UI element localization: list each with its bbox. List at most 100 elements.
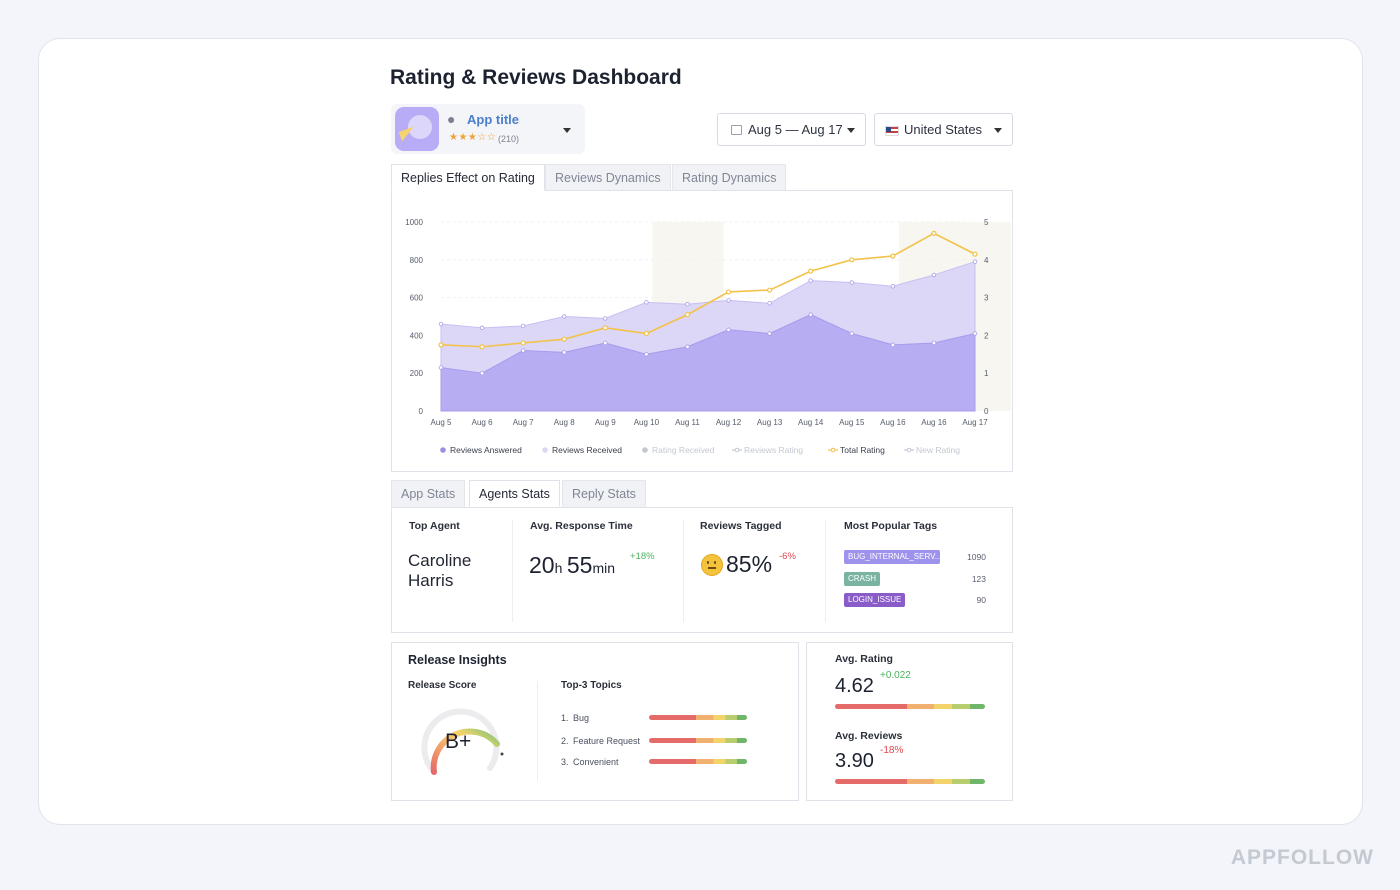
rating-point [972, 251, 978, 257]
y-right-tick-label: 5 [984, 218, 989, 227]
rating-point [849, 257, 855, 263]
legend-marker [542, 447, 548, 453]
neutral-face-icon [701, 554, 723, 576]
line-total-rating [440, 232, 976, 348]
apple-icon: ● [447, 111, 456, 127]
rating-point [520, 340, 526, 346]
data-point [808, 278, 813, 283]
avg-reviews-delta: -18% [880, 745, 904, 756]
data-point [849, 331, 854, 336]
data-point [808, 312, 813, 317]
y-left-tick-label: 800 [410, 256, 424, 265]
date-range-picker[interactable]: Aug 5 — Aug 17 [717, 113, 866, 146]
topic-index: 2. [561, 736, 569, 746]
rating-point [684, 312, 691, 318]
data-point [972, 331, 978, 336]
x-tick-label: Aug 7 [513, 418, 534, 427]
y-right-tick-label: 2 [984, 331, 989, 340]
data-point [890, 342, 896, 348]
legend-label: Reviews Rating [744, 445, 803, 455]
top-topics-label: Top-3 Topics [561, 680, 622, 691]
y-left-tick-label: 600 [410, 294, 424, 303]
reviews-tagged-label: Reviews Tagged [700, 520, 782, 532]
avg-rating-bar [835, 704, 985, 709]
legend-marker [830, 447, 836, 453]
rating-point [808, 268, 814, 274]
release-grade: B+ [445, 730, 472, 753]
release-insights-panel: Release Insights Release Score B+ Top-3 … [391, 642, 799, 801]
data-point [603, 340, 608, 346]
x-tick-label: Aug 15 [839, 418, 865, 427]
data-point [685, 302, 690, 307]
avg-reviews-bar [835, 779, 985, 784]
legend-marker [440, 447, 446, 453]
rating-point [767, 287, 773, 293]
data-point [931, 340, 937, 346]
country-select[interactable]: United States [874, 113, 1013, 146]
y-right-tick-label: 1 [984, 369, 989, 378]
app-title[interactable]: App title [467, 112, 519, 127]
x-tick-label: Aug 9 [595, 418, 616, 427]
appfollow-watermark: APPFOLLOW [1230, 846, 1374, 869]
data-point [726, 327, 731, 332]
ratings-panel: Avg. Rating 4.62 +0.022 Avg. Reviews 3.9… [806, 642, 1013, 801]
tab-reviews-dynamics[interactable]: Reviews Dynamics [545, 164, 671, 191]
y-left-tick-label: 0 [419, 407, 424, 416]
data-point [767, 301, 772, 306]
y-left-tick-label: 200 [410, 369, 424, 378]
data-point [849, 280, 854, 285]
avg-rating-value: 4.62 [835, 675, 874, 697]
tag-crash[interactable]: CRASH [844, 572, 880, 586]
response-time-label: Avg. Response Time [530, 520, 633, 532]
topic-sentiment-bar [649, 715, 747, 720]
calendar-icon [731, 125, 742, 135]
legend-label: Total Rating [840, 445, 885, 455]
tab-app-stats[interactable]: App Stats [391, 480, 466, 507]
response-time-delta: +18% [630, 551, 655, 562]
response-time-value: 20h 55min [529, 552, 615, 578]
tag-bug-internal[interactable]: BUG_INTERNAL_SERV... [844, 550, 941, 564]
release-score-gauge [421, 708, 504, 775]
y-right-tick-label: 0 [984, 407, 989, 416]
reviews-tagged-delta: -6% [779, 551, 796, 562]
x-tick-label: Aug 16 [880, 418, 906, 427]
chevron-down-icon[interactable] [563, 128, 571, 133]
chart-panel: 0 200 400 600 800 1000 0 1 2 3 4 5 Aug 5 Aug 6 Aug 7 Au… [391, 190, 1013, 472]
tab-replies-effect[interactable]: Replies Effect on Rating [391, 164, 545, 191]
topic-index: 3. [561, 757, 569, 767]
us-flag-icon [885, 126, 899, 136]
replies-effect-chart: 0 200 400 600 800 1000 0 1 2 3 4 5 Aug 5 Aug 6 Aug 7 Au… [405, 218, 1011, 455]
x-tick-label: Aug 12 [716, 418, 742, 427]
tag-login-issue[interactable]: LOGIN_ISSUE [844, 593, 905, 607]
chevron-down-icon [847, 128, 855, 133]
y-right-tick-label: 4 [984, 256, 989, 265]
rating-point [438, 342, 444, 348]
data-point [685, 344, 690, 349]
tab-agents-stats[interactable]: Agents Stats [469, 480, 560, 507]
tag-count: 90 [976, 595, 986, 605]
top-agent-name: Caroline Harris [408, 551, 472, 590]
tag-count: 1090 [967, 552, 986, 562]
tab-rating-dynamics[interactable]: Rating Dynamics [672, 164, 787, 191]
rating-point [602, 325, 608, 331]
country-label: United States [904, 122, 983, 137]
app-icon [395, 107, 439, 151]
legend-marker [734, 447, 740, 453]
data-point [520, 323, 526, 329]
data-point [644, 300, 649, 305]
app-selector[interactable]: ● App title ★★★☆☆ (210) [391, 104, 585, 154]
rating-point [931, 230, 937, 236]
popular-tags-label: Most Popular Tags [844, 520, 938, 532]
topic-name: Convenient [573, 757, 619, 767]
topic-name: Bug [573, 713, 590, 723]
tag-count: 123 [971, 574, 986, 584]
tab-reply-stats[interactable]: Reply Stats [562, 480, 646, 507]
top-agent-label: Top Agent [409, 520, 460, 532]
topic-name: Feature Request [573, 736, 641, 746]
date-range-label: Aug 5 — Aug 17 [748, 122, 843, 137]
y-left-tick-label: 400 [410, 331, 424, 340]
page-title: Rating & Reviews Dashboard [390, 66, 682, 89]
avg-reviews-value: 3.90 [835, 750, 874, 772]
legend-label: New Rating [916, 445, 960, 455]
topic-sentiment-bar [649, 759, 747, 764]
